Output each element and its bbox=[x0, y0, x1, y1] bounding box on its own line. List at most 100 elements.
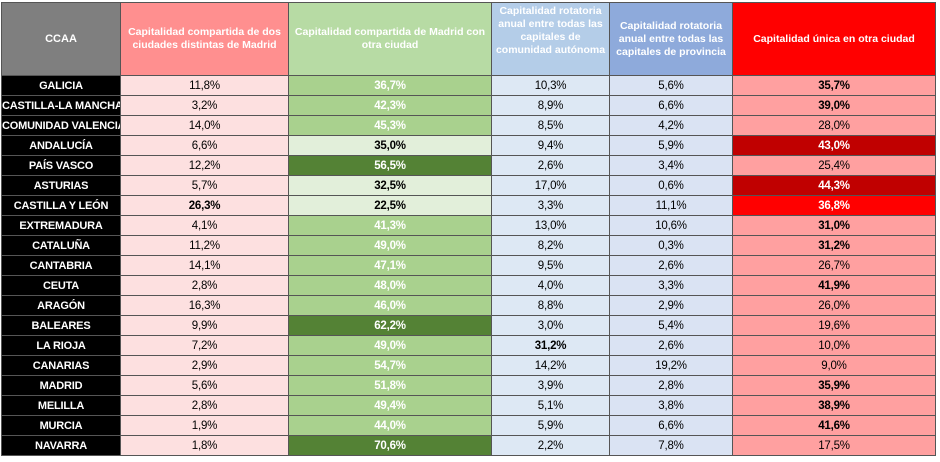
header-rotating-ccaa: Capitalidad rotatoria anual entre todas … bbox=[491, 2, 610, 76]
two-cities-cell: 26,3% bbox=[120, 195, 289, 216]
rotating-provinces-cell: 4,2% bbox=[609, 115, 733, 136]
rotating-ccaa-cell: 9,5% bbox=[491, 255, 610, 276]
madrid-shared-cell: 32,5% bbox=[288, 175, 492, 196]
table-body: GALICIA 11,8% 36,7% 10,3% 5,6% 35,7% CASTILLA-… bbox=[1, 75, 936, 456]
rotating-ccaa-cell: 9,4% bbox=[491, 135, 610, 156]
two-cities-cell: 14,1% bbox=[120, 255, 289, 276]
single-city-cell: 35,9% bbox=[732, 375, 936, 396]
madrid-shared-cell: 62,2% bbox=[288, 315, 492, 336]
table-row: ANDALUCÍA 6,6% 35,0% 9,4% 5,9% 43,0% bbox=[1, 135, 936, 156]
rotating-ccaa-cell: 14,2% bbox=[491, 355, 610, 376]
two-cities-cell: 16,3% bbox=[120, 295, 289, 316]
table-row: COMUNIDAD VALENCIANA14,0%45,3%8,5%4,2%28… bbox=[1, 115, 936, 136]
two-cities-cell: 1,8% bbox=[120, 435, 289, 456]
rotating-provinces-cell: 5,6% bbox=[609, 75, 733, 96]
madrid-shared-cell: 49,4% bbox=[288, 395, 492, 416]
ccaa-name-cell: CASTILLA Y LEÓN bbox=[1, 195, 121, 216]
ccaa-name-cell: ANDALUCÍA bbox=[1, 135, 121, 156]
single-city-cell: 44,3% bbox=[732, 175, 936, 196]
rotating-ccaa-cell: 2,6% bbox=[491, 155, 610, 176]
rotating-provinces-cell: 11,1% bbox=[609, 195, 733, 216]
two-cities-cell: 11,2% bbox=[120, 235, 289, 256]
single-city-cell: 38,9% bbox=[732, 395, 936, 416]
single-city-cell: 41,6% bbox=[732, 415, 936, 436]
ccaa-name-cell: CATALUÑA bbox=[1, 235, 121, 256]
header-madrid-shared: Capitalidad compartida de Madrid con otr… bbox=[288, 2, 492, 76]
madrid-shared-cell: 44,0% bbox=[288, 415, 492, 436]
table-row: CASTILLA Y LEÓN 26,3% 22,5% 3,3% 11,1% 36,8% bbox=[1, 195, 936, 216]
two-cities-cell: 6,6% bbox=[120, 135, 289, 156]
rotating-ccaa-cell: 8,5% bbox=[491, 115, 610, 136]
table-row: CANTABRIA 14,1% 47,1% 9,5% 2,6% 26,7% bbox=[1, 255, 936, 276]
single-city-cell: 39,0% bbox=[732, 95, 936, 116]
rotating-ccaa-cell: 10,3% bbox=[491, 75, 610, 96]
single-city-cell: 36,8% bbox=[732, 195, 936, 216]
ccaa-name-cell: MADRID bbox=[1, 375, 121, 396]
two-cities-cell: 2,8% bbox=[120, 395, 289, 416]
rotating-provinces-cell: 5,9% bbox=[609, 135, 733, 156]
header-ccaa: CCAA bbox=[1, 2, 121, 76]
table-row: MADRID 5,6% 51,8% 3,9% 2,8% 35,9% bbox=[1, 375, 936, 396]
rotating-provinces-cell: 0,3% bbox=[609, 235, 733, 256]
table-row: GALICIA 11,8% 36,7% 10,3% 5,6% 35,7% bbox=[1, 75, 936, 96]
rotating-ccaa-cell: 5,1% bbox=[491, 395, 610, 416]
rotating-ccaa-cell: 2,2% bbox=[491, 435, 610, 456]
survey-table-container: CCAA Capitalidad compartida de dos ciuda… bbox=[1, 2, 936, 456]
header-rotating-provinces: Capitalidad rotatoria anual entre todas … bbox=[609, 2, 733, 76]
madrid-shared-cell: 70,6% bbox=[288, 435, 492, 456]
two-cities-cell: 2,8% bbox=[120, 275, 289, 296]
two-cities-cell: 4,1% bbox=[120, 215, 289, 236]
two-cities-cell: 5,6% bbox=[120, 375, 289, 396]
single-city-cell: 17,5% bbox=[732, 435, 936, 456]
table-row: ARAGÓN 16,3% 46,0% 8,8% 2,9% 26,0% bbox=[1, 295, 936, 316]
table-row: MELILLA 2,8% 49,4% 5,1% 3,8% 38,9% bbox=[1, 395, 936, 416]
rotating-ccaa-cell: 3,0% bbox=[491, 315, 610, 336]
two-cities-cell: 3,2% bbox=[120, 95, 289, 116]
rotating-provinces-cell: 3,3% bbox=[609, 275, 733, 296]
rotating-provinces-cell: 5,4% bbox=[609, 315, 733, 336]
rotating-ccaa-cell: 13,0% bbox=[491, 215, 610, 236]
rotating-ccaa-cell: 3,9% bbox=[491, 375, 610, 396]
rotating-ccaa-cell: 8,8% bbox=[491, 295, 610, 316]
single-city-cell: 26,7% bbox=[732, 255, 936, 276]
rotating-ccaa-cell: 5,9% bbox=[491, 415, 610, 436]
madrid-shared-cell: 42,3% bbox=[288, 95, 492, 116]
rotating-provinces-cell: 10,6% bbox=[609, 215, 733, 236]
header-row: CCAA Capitalidad compartida de dos ciuda… bbox=[1, 2, 936, 76]
madrid-shared-cell: 49,0% bbox=[288, 235, 492, 256]
ccaa-name-cell: CANTABRIA bbox=[1, 255, 121, 276]
madrid-shared-cell: 36,7% bbox=[288, 75, 492, 96]
single-city-cell: 43,0% bbox=[732, 135, 936, 156]
table-row: ASTURIAS 5,7% 32,5% 17,0% 0,6% 44,3% bbox=[1, 175, 936, 196]
table-row: MURCIA 1,9% 44,0% 5,9% 6,6% 41,6% bbox=[1, 415, 936, 436]
table-row: CASTILLA-LA MANCHA 3,2% 42,3% 8,9% 6,6% 39,0% bbox=[1, 95, 936, 116]
rotating-provinces-cell: 2,6% bbox=[609, 335, 733, 356]
madrid-shared-cell: 41,3% bbox=[288, 215, 492, 236]
single-city-cell: 9,0% bbox=[732, 355, 936, 376]
ccaa-name-cell: COMUNIDAD VALENCIANA bbox=[1, 115, 121, 136]
rotating-provinces-cell: 3,4% bbox=[609, 155, 733, 176]
rotating-ccaa-cell: 31,2% bbox=[491, 335, 610, 356]
single-city-cell: 31,0% bbox=[732, 215, 936, 236]
rotating-provinces-cell: 2,6% bbox=[609, 255, 733, 276]
rotating-provinces-cell: 0,6% bbox=[609, 175, 733, 196]
single-city-cell: 10,0% bbox=[732, 335, 936, 356]
madrid-shared-cell: 22,5% bbox=[288, 195, 492, 216]
rotating-ccaa-cell: 8,2% bbox=[491, 235, 610, 256]
single-city-cell: 26,0% bbox=[732, 295, 936, 316]
madrid-shared-cell: 45,3% bbox=[288, 115, 492, 136]
madrid-shared-cell: 47,1% bbox=[288, 255, 492, 276]
madrid-shared-cell: 54,7% bbox=[288, 355, 492, 376]
ccaa-name-cell: CEUTA bbox=[1, 275, 121, 296]
madrid-shared-cell: 35,0% bbox=[288, 135, 492, 156]
ccaa-name-cell: ARAGÓN bbox=[1, 295, 121, 316]
ccaa-name-cell: CANARIAS bbox=[1, 355, 121, 376]
rotating-provinces-cell: 2,8% bbox=[609, 375, 733, 396]
two-cities-cell: 12,2% bbox=[120, 155, 289, 176]
rotating-ccaa-cell: 8,9% bbox=[491, 95, 610, 116]
table-row: LA RIOJA 7,2% 49,0% 31,2% 2,6% 10,0% bbox=[1, 335, 936, 356]
rotating-ccaa-cell: 17,0% bbox=[491, 175, 610, 196]
madrid-shared-cell: 48,0% bbox=[288, 275, 492, 296]
ccaa-name-cell: LA RIOJA bbox=[1, 335, 121, 356]
ccaa-name-cell: PAÍS VASCO bbox=[1, 155, 121, 176]
